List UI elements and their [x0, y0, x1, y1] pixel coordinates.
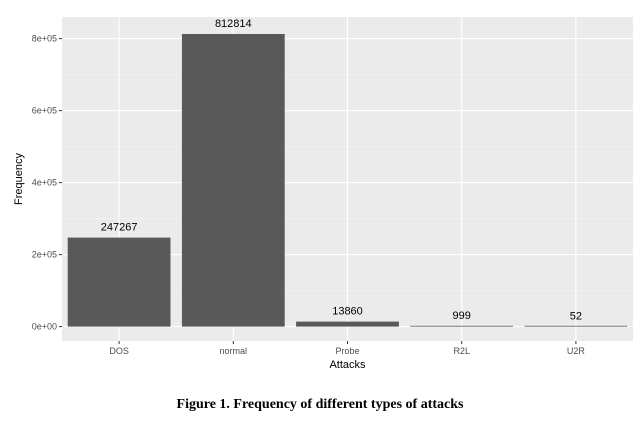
data-label: 812814 [215, 18, 252, 30]
bar-Probe [296, 321, 399, 327]
bar-chart: 247267 812814 13860 999 52 0e+00 2e+05 4e+05 6e… [13, 17, 633, 371]
x-tick-label: normal [220, 346, 248, 356]
y-axis-title: Frequency [13, 153, 25, 205]
data-labels: 247267 812814 13860 999 52 [101, 18, 582, 323]
figure-caption: Figure 1. Frequency of different types o… [176, 397, 464, 412]
x-tick-label: U2R [567, 346, 586, 356]
y-tick-label: 6e+05 [32, 106, 57, 116]
x-axis: DOS normal Probe R2L U2R [109, 341, 585, 356]
bar-U2R [524, 325, 628, 327]
x-tick-label: Probe [335, 346, 359, 356]
bar-normal [181, 33, 285, 327]
y-tick-label: 2e+05 [32, 250, 57, 260]
y-axis: 0e+00 2e+05 4e+05 6e+05 8e+05 [32, 34, 62, 332]
bars [67, 33, 628, 327]
data-label: 52 [570, 311, 582, 323]
y-tick-label: 4e+05 [32, 178, 57, 188]
data-label: 13860 [332, 306, 363, 318]
bar-R2L [410, 325, 514, 327]
bar-DOS [67, 237, 171, 327]
y-tick-label: 0e+00 [32, 322, 57, 332]
data-label: 247267 [101, 222, 138, 234]
x-tick-label: DOS [109, 346, 129, 356]
x-axis-title: Attacks [329, 359, 366, 371]
y-tick-label: 8e+05 [32, 34, 57, 44]
data-label: 999 [453, 310, 471, 322]
x-tick-label: R2L [453, 346, 470, 356]
